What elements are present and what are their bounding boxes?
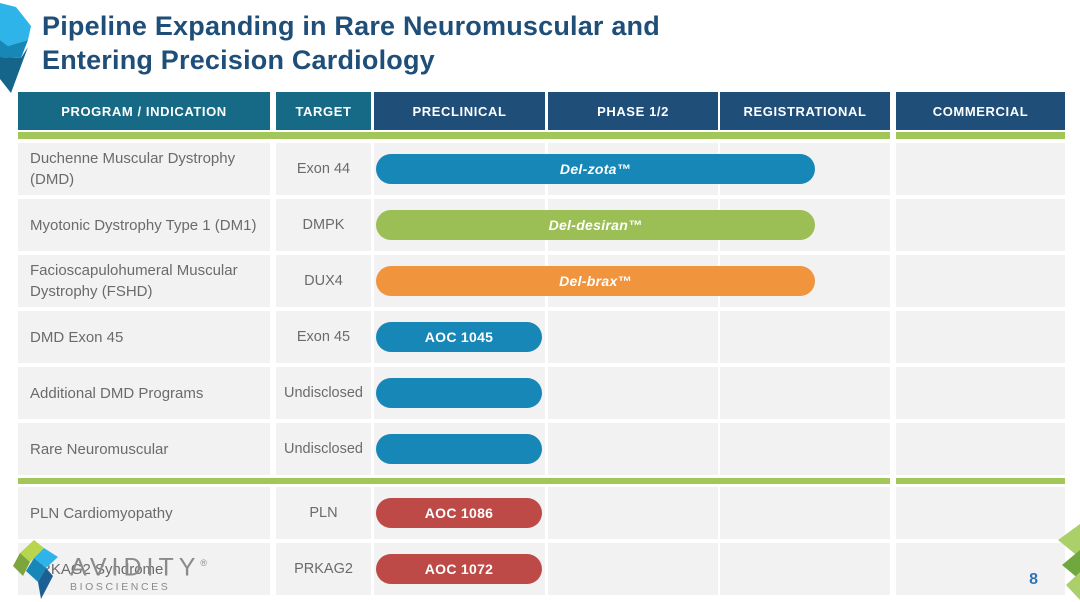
program-cell: Rare Neuromuscular bbox=[18, 423, 270, 475]
pipeline-bar-label: Del-zota™ bbox=[559, 161, 632, 177]
logo-subtitle: BIOSCIENCES bbox=[70, 581, 171, 594]
target-cell: PLN bbox=[276, 487, 371, 539]
logo-text: AVIDITY® BIOSCIENCES bbox=[70, 550, 207, 593]
section-divider-segment bbox=[896, 478, 1065, 484]
target-cell: Undisclosed bbox=[276, 423, 371, 475]
column-header-phase12: PHASE 1/2 bbox=[548, 92, 718, 130]
column-header-target: TARGET bbox=[276, 92, 371, 130]
pipeline-bar-label: Del-brax™ bbox=[559, 273, 632, 289]
pipeline-bar: Del-brax™ bbox=[376, 266, 815, 296]
target-cell: DMPK bbox=[276, 199, 371, 251]
column-header-program: PROGRAM / INDICATION bbox=[18, 92, 270, 130]
table-row: Duchenne Muscular Dystrophy (DMD) Exon 4… bbox=[18, 143, 1065, 195]
program-cell: PRKAG2 Syndrome bbox=[18, 543, 270, 595]
column-header-preclinical: PRECLINICAL bbox=[374, 92, 545, 130]
table-row: PRKAG2 Syndrome PRKAG2 AOC 1072 bbox=[18, 543, 1065, 595]
pipeline-bar-label: AOC 1072 bbox=[424, 561, 494, 577]
header-underline-segment bbox=[896, 132, 1065, 139]
pipeline-bar-label: AOC 1086 bbox=[424, 505, 494, 521]
header-underline-segment bbox=[18, 132, 890, 139]
table-row: Myotonic Dystrophy Type 1 (DM1) DMPK Del… bbox=[18, 199, 1065, 251]
section-divider bbox=[18, 478, 1065, 484]
program-cell: PLN Cardiomyopathy bbox=[18, 487, 270, 539]
company-logo: AVIDITY® BIOSCIENCES bbox=[8, 538, 207, 600]
header-underline bbox=[18, 132, 1065, 139]
pipeline-bar bbox=[376, 378, 542, 408]
program-cell: Duchenne Muscular Dystrophy (DMD) bbox=[18, 143, 270, 195]
pipeline-table: PROGRAM / INDICATION TARGET PRECLINICAL … bbox=[18, 92, 1065, 595]
table-row: DMD Exon 45 Exon 45 AOC 1045 bbox=[18, 311, 1065, 363]
program-cell: Myotonic Dystrophy Type 1 (DM1) bbox=[18, 199, 270, 251]
pipeline-bar: AOC 1045 bbox=[376, 322, 542, 352]
program-cell: Additional DMD Programs bbox=[18, 367, 270, 419]
page-number: 8 bbox=[1029, 571, 1038, 588]
target-cell: DUX4 bbox=[276, 255, 371, 307]
program-cell: DMD Exon 45 bbox=[18, 311, 270, 363]
table-row: PLN Cardiomyopathy PLN AOC 1086 bbox=[18, 487, 1065, 539]
table-row: Rare Neuromuscular Undisclosed bbox=[18, 423, 1065, 475]
column-header-commercial: COMMERCIAL bbox=[896, 92, 1065, 130]
target-cell: Exon 45 bbox=[276, 311, 371, 363]
column-header-registrational: REGISTRATIONAL bbox=[720, 92, 890, 130]
pipeline-bar: Del-desiran™ bbox=[376, 210, 815, 240]
pipeline-bar bbox=[376, 434, 542, 464]
pipeline-bar-label: Del-desiran™ bbox=[548, 217, 643, 233]
program-cell: Facioscapulohumeral Muscular Dystrophy (… bbox=[18, 255, 270, 307]
avidity-logo-icon bbox=[13, 540, 58, 599]
pipeline-bar: AOC 1072 bbox=[376, 554, 542, 584]
pipeline-bar: AOC 1086 bbox=[376, 498, 542, 528]
pipeline-bar: Del-zota™ bbox=[376, 154, 815, 184]
logo-name: AVIDITY® bbox=[70, 553, 208, 582]
table-header-row: PROGRAM / INDICATION TARGET PRECLINICAL … bbox=[18, 92, 1065, 130]
target-cell: PRKAG2 bbox=[276, 543, 371, 595]
section-divider-segment bbox=[18, 478, 890, 484]
registered-mark: ® bbox=[200, 558, 208, 568]
pipeline-bar-label: AOC 1045 bbox=[424, 329, 494, 345]
page-title: Pipeline Expanding in Rare Neuromuscular… bbox=[42, 9, 660, 77]
page-title-line2: Entering Precision Cardiology bbox=[42, 45, 435, 75]
slide-corner-ribbon-icon bbox=[0, 3, 31, 93]
target-cell: Undisclosed bbox=[276, 367, 371, 419]
target-cell: Exon 44 bbox=[276, 143, 371, 195]
table-row: Additional DMD Programs Undisclosed bbox=[18, 367, 1065, 419]
table-row: Facioscapulohumeral Muscular Dystrophy (… bbox=[18, 255, 1065, 307]
page-title-line1: Pipeline Expanding in Rare Neuromuscular… bbox=[42, 11, 660, 41]
